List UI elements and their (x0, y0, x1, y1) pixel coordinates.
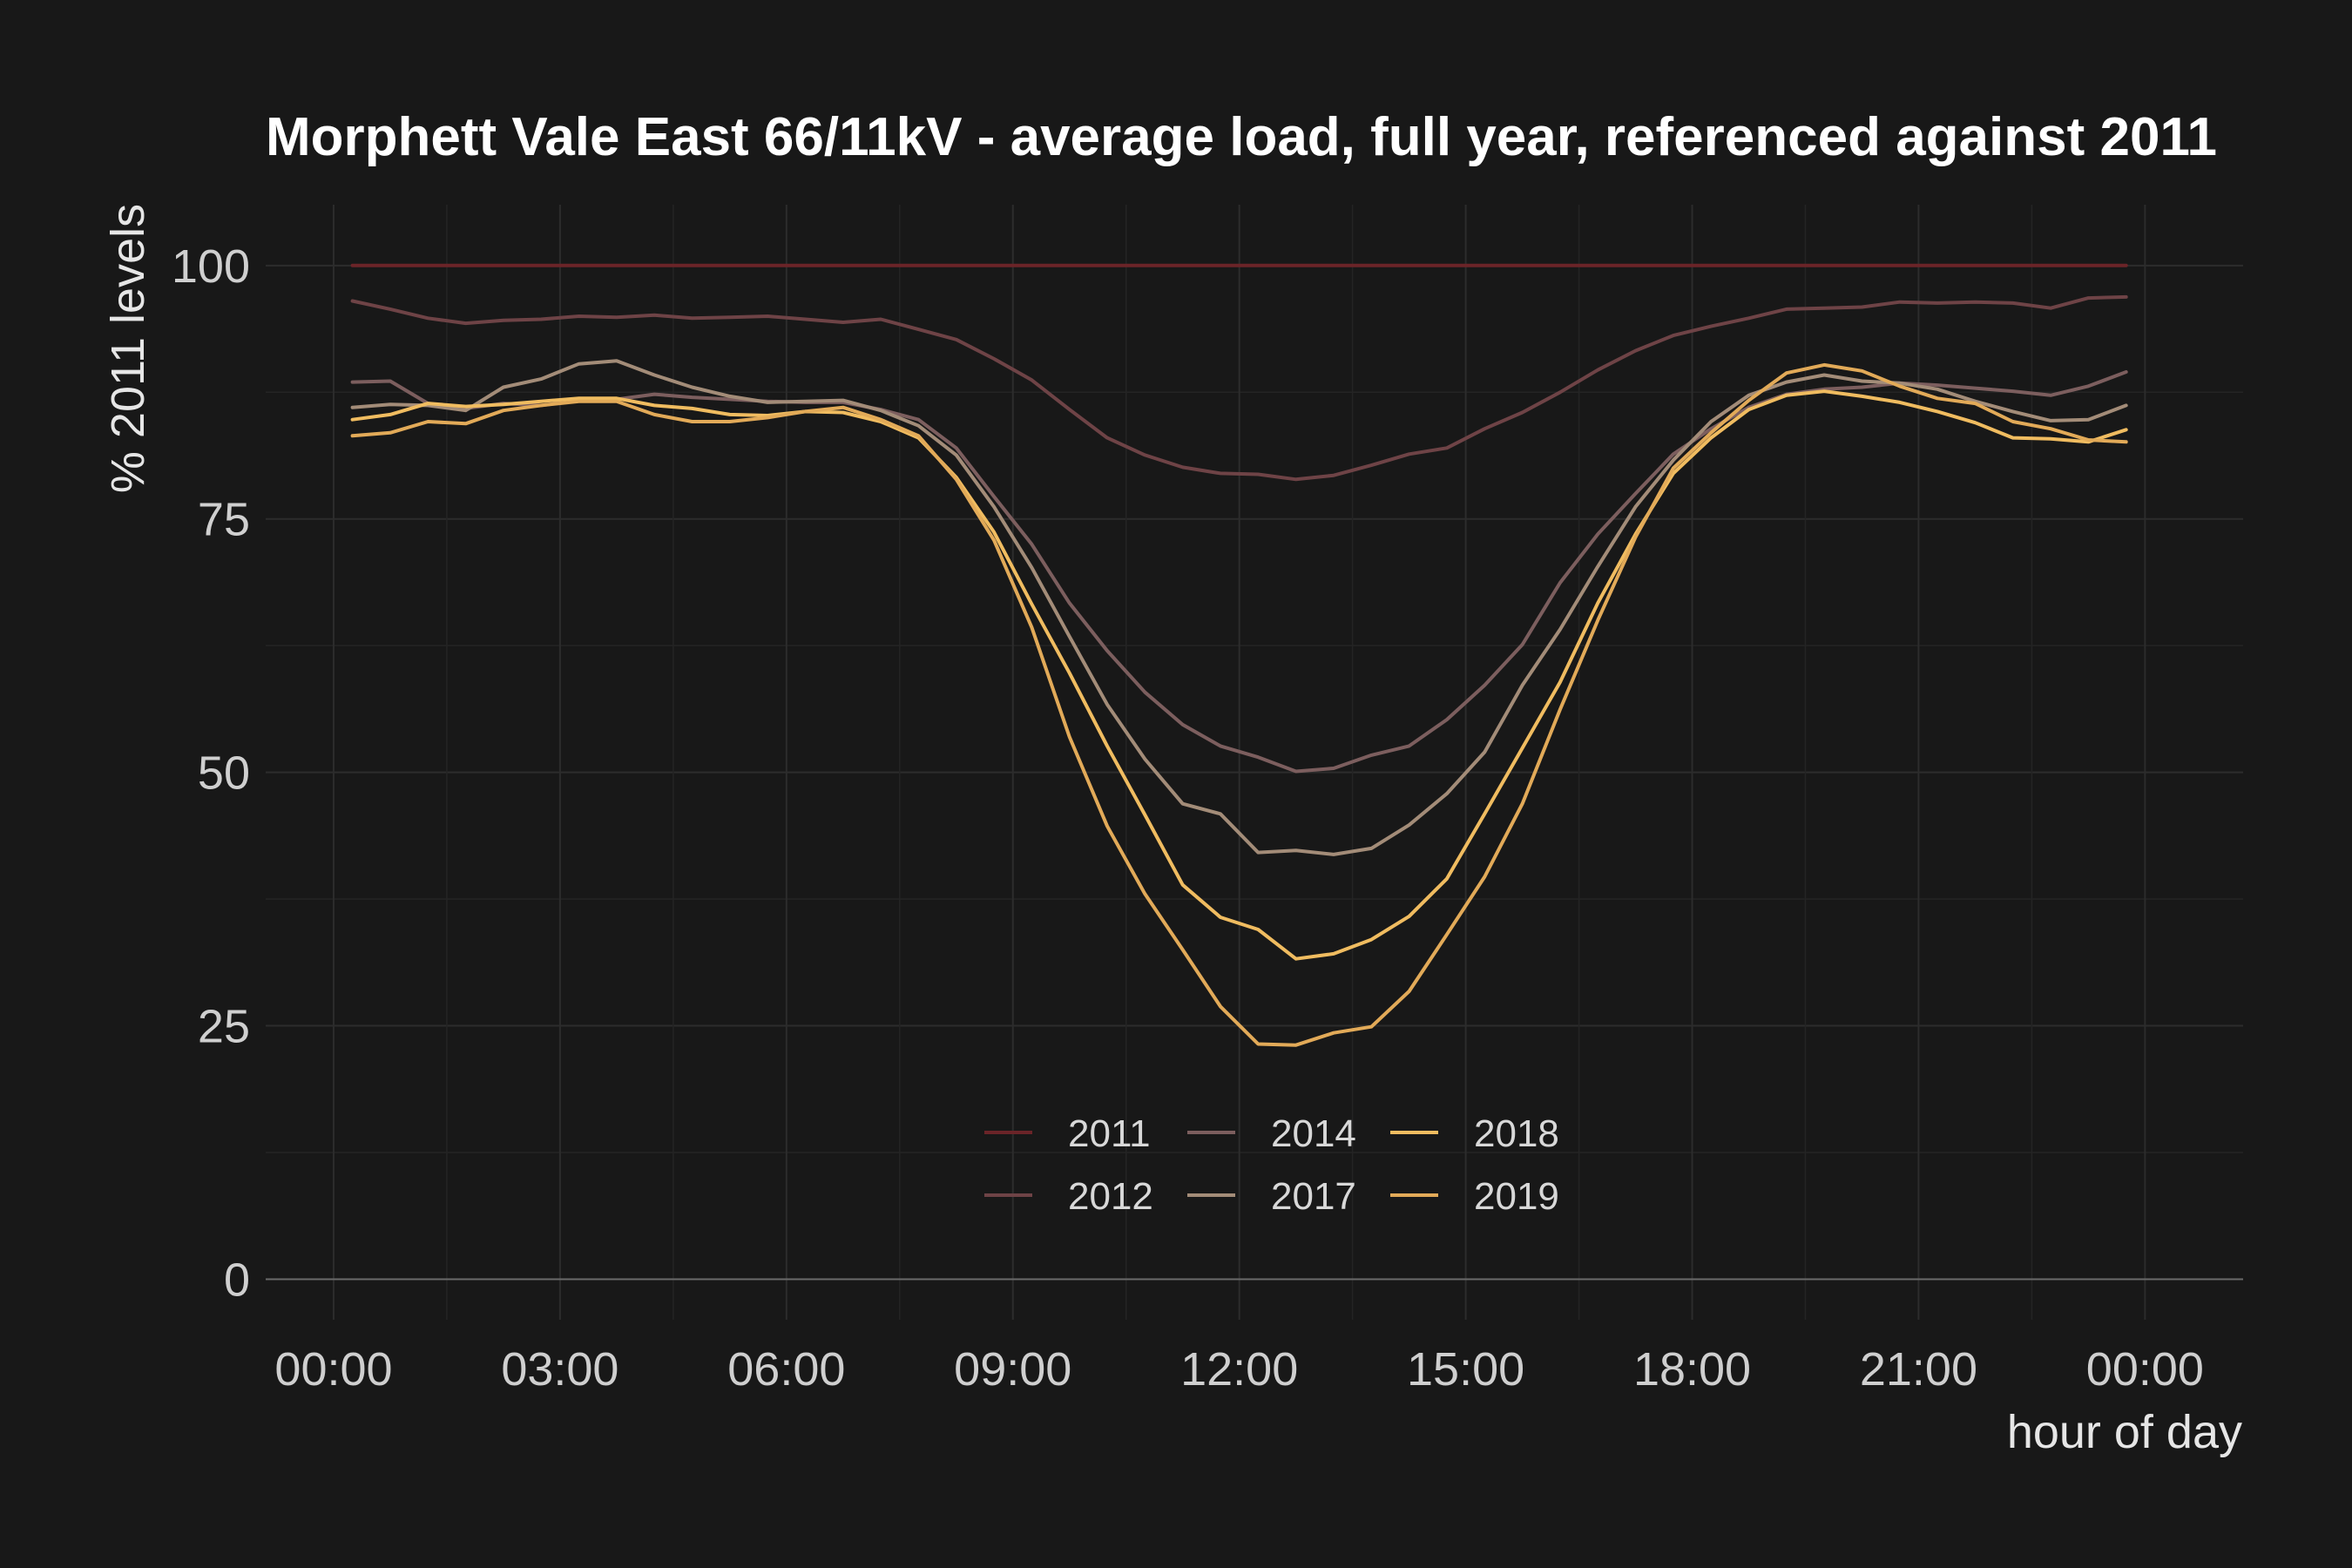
series-line-2018 (350, 389, 2128, 961)
grid (266, 205, 2243, 1320)
legend: 2011 2012 2014 2017 2018 2019 (984, 1112, 1559, 1218)
y-axis-title: % 2011 levels (102, 204, 154, 493)
legend-label: 2019 (1474, 1175, 1559, 1218)
x-tick-label: 12:00 (1180, 1343, 1298, 1396)
series-line-2017 (350, 359, 2128, 856)
legend-label: 2017 (1271, 1175, 1356, 1218)
chart-title: Morphett Vale East 66/11kV - average loa… (266, 107, 2217, 167)
y-tick-label: 50 (198, 747, 250, 800)
x-tick-label: 03:00 (501, 1343, 618, 1396)
y-tick-label: 75 (198, 494, 250, 546)
y-tick-label: 25 (198, 1001, 250, 1053)
legend-label: 2011 (1068, 1112, 1151, 1155)
legend-label: 2018 (1474, 1112, 1559, 1155)
legend-item-2012: 2012 (984, 1175, 1153, 1218)
series-line-2019 (350, 362, 2128, 1047)
y-tick-label: 100 (172, 240, 250, 293)
y-tick-labels: 0 25 50 75 100 (172, 240, 250, 1307)
x-tick-label: 09:00 (954, 1343, 1071, 1396)
x-tick-label: 00:00 (274, 1343, 392, 1396)
legend-item-2011: 2011 (984, 1112, 1151, 1155)
x-tick-label: 18:00 (1633, 1343, 1751, 1396)
series-line-2014 (350, 370, 2128, 774)
legend-label: 2012 (1068, 1175, 1153, 1218)
legend-item-2014: 2014 (1187, 1112, 1356, 1155)
x-axis-title: hour of day (2007, 1406, 2242, 1458)
x-tick-label: 00:00 (2086, 1343, 2204, 1396)
x-tick-label: 21:00 (1860, 1343, 1977, 1396)
legend-item-2017: 2017 (1187, 1175, 1356, 1218)
x-tick-label: 15:00 (1407, 1343, 1524, 1396)
legend-item-2018: 2018 (1390, 1112, 1559, 1155)
legend-label: 2014 (1271, 1112, 1356, 1155)
series-line-2012 (350, 294, 2128, 482)
x-tick-labels: 00:00 03:00 06:00 09:00 12:00 15:00 18:00 21:00… (274, 1343, 2204, 1396)
legend-item-2019: 2019 (1390, 1175, 1559, 1218)
x-tick-label: 06:00 (727, 1343, 845, 1396)
y-tick-label: 0 (224, 1254, 250, 1306)
series-lines (350, 263, 2128, 1047)
